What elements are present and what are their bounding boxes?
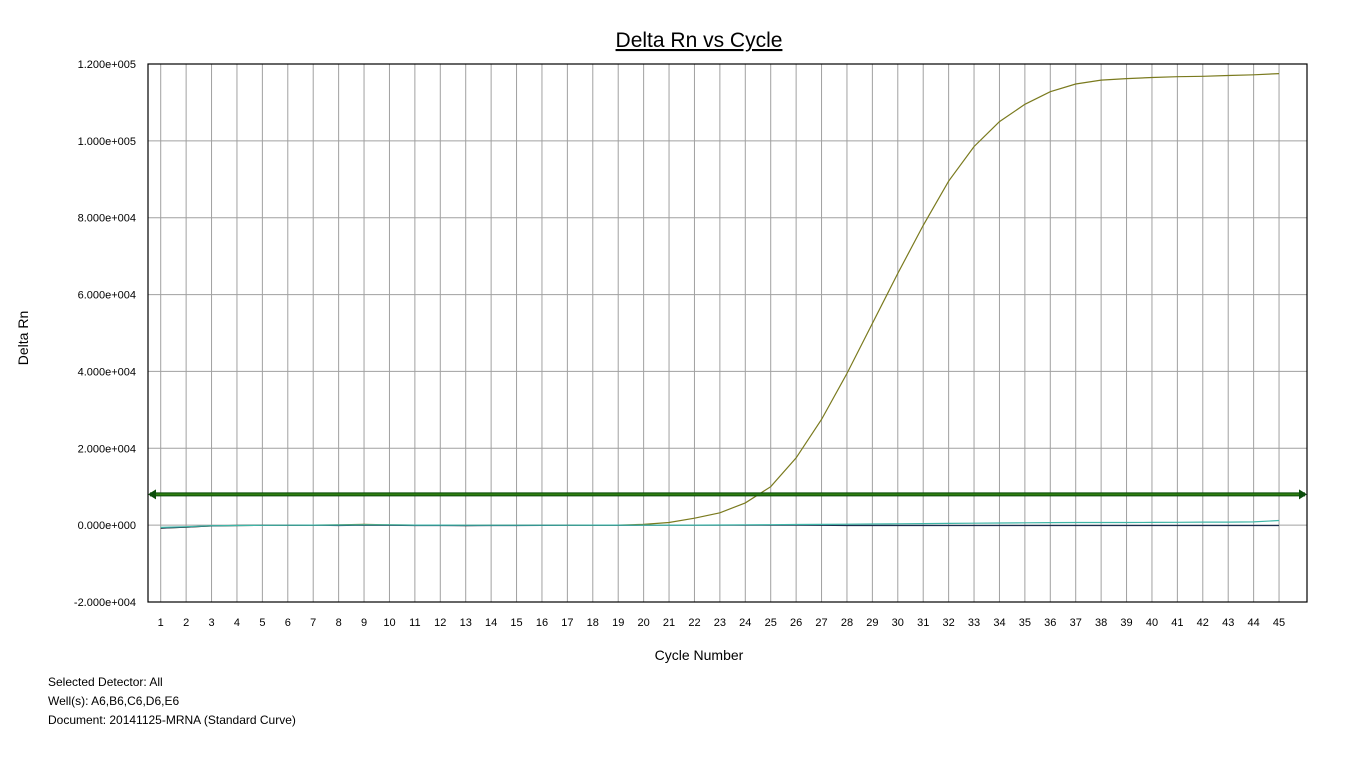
x-axis-label: Cycle Number <box>655 647 744 663</box>
x-tick-label: 23 <box>714 617 726 629</box>
chart-title: Delta Rn vs Cycle <box>616 29 783 52</box>
x-tick-label: 4 <box>234 617 240 629</box>
x-tick-label: 29 <box>866 617 878 629</box>
x-tick-label: 10 <box>383 617 395 629</box>
tick-labels: 1 2 3 4 5 6 7 8 9 10 11 12 13 14 15 16 17 18 19 20 21 22 23 24 2… <box>74 59 1285 629</box>
y-tick-label: 1.200e+005 <box>78 59 136 71</box>
x-tick-label: 32 <box>943 617 955 629</box>
x-tick-label: 42 <box>1197 617 1209 629</box>
x-tick-label: 36 <box>1044 617 1056 629</box>
x-tick-label: 16 <box>536 617 548 629</box>
x-tick-label: 38 <box>1095 617 1107 629</box>
x-tick-label: 31 <box>917 617 929 629</box>
y-tick-label: 4.000e+004 <box>78 366 136 378</box>
threshold-left-arrow[interactable] <box>148 489 156 500</box>
y-tick-label: 8.000e+004 <box>78 213 136 225</box>
x-tick-label: 43 <box>1222 617 1234 629</box>
grid <box>148 63 1307 603</box>
x-tick-label: 11 <box>409 617 420 629</box>
x-tick-label: 33 <box>968 617 980 629</box>
x-tick-label: 7 <box>310 617 316 629</box>
x-tick-label: 8 <box>336 617 342 629</box>
x-tick-label: 30 <box>892 617 904 629</box>
y-tick-label: 1.000e+005 <box>78 136 136 148</box>
x-tick-label: 17 <box>561 617 573 629</box>
y-axis-label: Delta Rn <box>15 311 31 365</box>
x-tick-label: 12 <box>434 617 446 629</box>
y-tick-label: 6.000e+004 <box>78 290 136 302</box>
x-tick-label: 5 <box>259 617 265 629</box>
x-tick-label: 1 <box>158 617 164 629</box>
x-tick-label: 18 <box>587 617 599 629</box>
y-tick-label: -2.000e+004 <box>74 597 136 609</box>
x-tick-label: 41 <box>1171 617 1183 629</box>
x-tick-label: 22 <box>688 617 700 629</box>
x-tick-label: 13 <box>460 617 472 629</box>
run-info: Selected Detector: All Well(s): A6,B6,C6… <box>48 673 296 730</box>
wells: Well(s): A6,B6,C6,D6,E6 <box>48 694 180 708</box>
y-tick-label: 2.000e+004 <box>78 443 136 455</box>
series-line <box>160 519 1280 528</box>
x-tick-label: 6 <box>285 617 291 629</box>
threshold-right-arrow[interactable] <box>1299 489 1307 500</box>
x-tick-label: 35 <box>1019 617 1031 629</box>
x-tick-label: 9 <box>361 617 367 629</box>
plot-frame <box>147 63 1308 603</box>
x-tick-label: 26 <box>790 617 802 629</box>
y-tick-label: 0.000e+000 <box>78 520 136 532</box>
x-tick-label: 39 <box>1120 617 1132 629</box>
threshold-marker[interactable] <box>148 489 1307 500</box>
x-tick-label: 34 <box>993 617 1005 629</box>
x-tick-label: 2 <box>183 617 189 629</box>
series-lines <box>160 73 1280 529</box>
x-tick-label: 20 <box>638 617 650 629</box>
x-tick-label: 24 <box>739 617 751 629</box>
x-tick-label: 15 <box>510 617 522 629</box>
x-tick-label: 25 <box>765 617 777 629</box>
x-tick-label: 3 <box>208 617 214 629</box>
x-tick-label: 28 <box>841 617 853 629</box>
selected-detector: Selected Detector: All <box>48 675 163 689</box>
document-name: Document: 20141125-MRNA (Standard Curve) <box>48 713 296 727</box>
x-tick-label: 21 <box>663 617 675 629</box>
x-tick-label: 45 <box>1273 617 1285 629</box>
x-tick-label: 37 <box>1070 617 1082 629</box>
x-tick-label: 40 <box>1146 617 1158 629</box>
x-tick-label: 19 <box>612 617 624 629</box>
x-tick-label: 27 <box>815 617 827 629</box>
x-tick-label: 44 <box>1248 617 1260 629</box>
x-tick-label: 14 <box>485 617 497 629</box>
